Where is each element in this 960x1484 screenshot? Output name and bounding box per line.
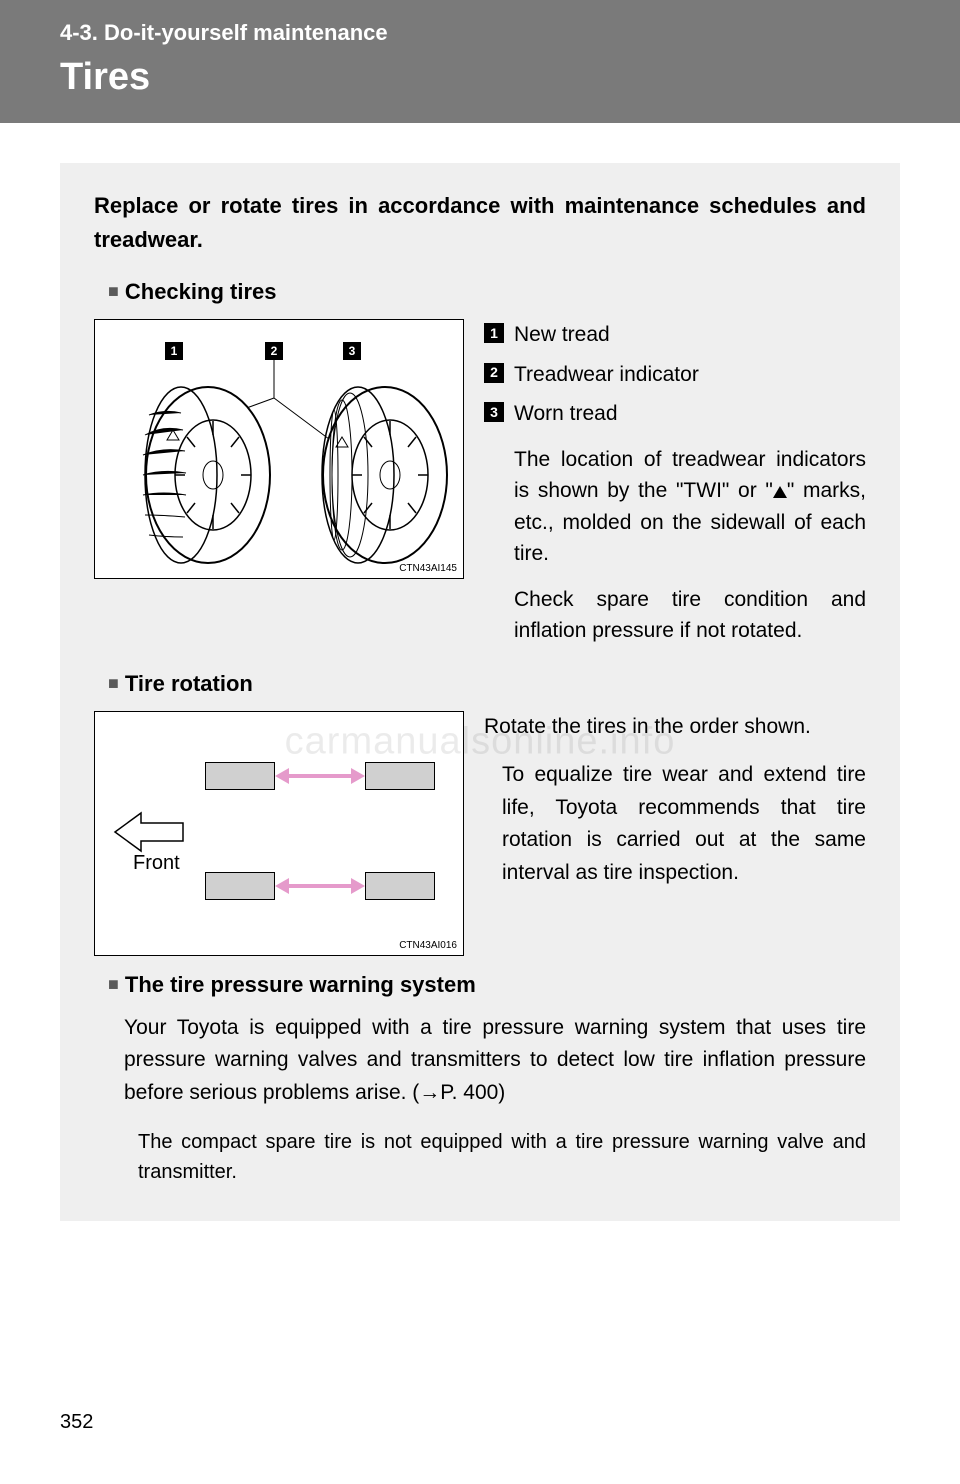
rotation-para1: Rotate the tires in the order shown.	[484, 711, 866, 744]
checking-row: 1 2 3	[94, 319, 866, 647]
rotation-heading-text: Tire rotation	[125, 671, 253, 696]
checking-heading-text: Checking tires	[125, 279, 277, 304]
tire-rect-rr	[365, 872, 435, 900]
checking-heading: ■Checking tires	[108, 279, 866, 305]
page-number: 352	[60, 1411, 93, 1434]
rotation-text-col: Rotate the tires in the order shown. To …	[484, 711, 866, 956]
legend-1-text: New tread	[514, 319, 610, 351]
fig2-code: CTN43AI016	[399, 940, 457, 951]
rotation-row: Front CTN43AI016 Rotate the tires in the…	[94, 711, 866, 956]
legend-3: 3 Worn tread	[484, 398, 866, 430]
legend-2: 2 Treadwear indicator	[484, 359, 866, 391]
arrow-right-icon: →	[419, 1081, 440, 1104]
rotation-figure: Front CTN43AI016	[94, 711, 464, 956]
tire-rect-fr	[365, 762, 435, 790]
tire-worn-icon	[290, 375, 455, 570]
legend-2-num: 2	[484, 363, 504, 383]
tire-new-icon	[113, 375, 278, 570]
rot-arrow-top-l	[275, 768, 289, 784]
legend-1: 1 New tread	[484, 319, 866, 351]
checking-figure: 1 2 3	[94, 319, 464, 579]
tire-rect-fl	[205, 762, 275, 790]
tps-note: The compact spare tire is not equipped w…	[138, 1127, 866, 1187]
legend-3-num: 3	[484, 402, 504, 422]
triangle-mark-icon	[773, 486, 787, 498]
rotation-heading: ■Tire rotation	[108, 671, 866, 697]
front-label: Front	[133, 852, 180, 875]
legend-3-text: Worn tread	[514, 398, 618, 430]
tps-heading: ■The tire pressure warning system	[108, 972, 866, 998]
tps-heading-text: The tire pressure warning system	[125, 972, 476, 997]
header-band: 4-3. Do-it-yourself maintenance Tires	[0, 0, 960, 123]
tps-body-b: P. 400)	[440, 1081, 505, 1104]
rot-arrow-bot-r	[351, 878, 365, 894]
checking-para1: The location of treadwear indicators is …	[484, 444, 866, 570]
tps-body: Your Toyota is equipped with a tire pres…	[124, 1012, 866, 1110]
page-title: Tires	[60, 56, 900, 99]
section-number: 4-3. Do-it-yourself maintenance	[60, 20, 900, 46]
legend-1-num: 1	[484, 323, 504, 343]
rot-arrow-bot-l	[275, 878, 289, 894]
legend-2-text: Treadwear indicator	[514, 359, 699, 391]
rotation-para2: To equalize tire wear and extend tire li…	[484, 759, 866, 889]
rot-arrow-top	[287, 774, 353, 778]
intro-text: Replace or rotate tires in accordance wi…	[94, 189, 866, 257]
fig1-code: CTN43AI145	[399, 563, 457, 574]
rot-arrow-bot	[287, 884, 353, 888]
checking-text-col: 1 New tread 2 Treadwear indicator 3 Worn…	[484, 319, 866, 647]
tire-rect-rl	[205, 872, 275, 900]
content-box: Replace or rotate tires in accordance wi…	[60, 163, 900, 1221]
rot-arrow-top-r	[351, 768, 365, 784]
front-arrow-icon	[113, 807, 193, 857]
checking-para2: Check spare tire condition and inflation…	[484, 584, 866, 647]
